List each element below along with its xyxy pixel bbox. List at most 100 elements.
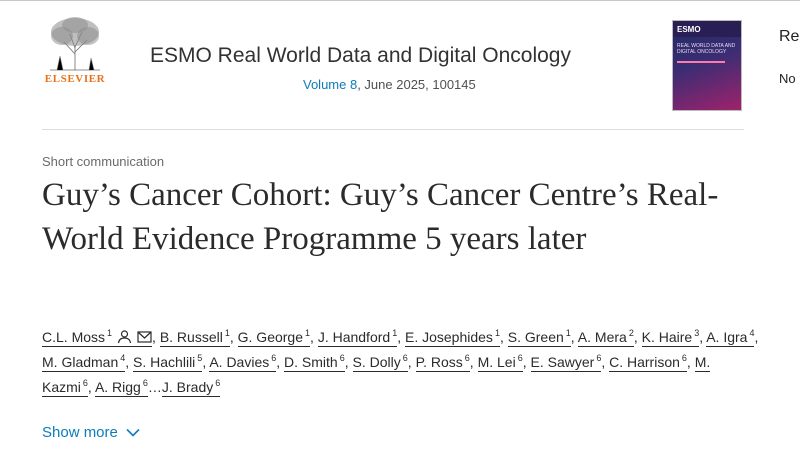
author-name: G. George xyxy=(237,329,304,345)
author-separator: , xyxy=(699,329,707,345)
email-icon xyxy=(137,331,152,343)
author-name: C.L. Moss xyxy=(42,329,106,345)
author-name: A. Rigg xyxy=(94,379,141,395)
author-item: C.L. Moss 1, xyxy=(42,329,160,347)
author-separator: , xyxy=(407,354,416,370)
elsevier-logo[interactable]: ELSEVIER xyxy=(42,16,108,90)
affiliation-number: 1 xyxy=(494,328,500,339)
cover-brand: ESMO xyxy=(677,25,701,34)
author-link[interactable]: A. Igra 4 xyxy=(706,328,755,347)
author-item: P. Ross 6, xyxy=(415,353,478,372)
author-link[interactable]: A. Davies 6 xyxy=(209,353,277,372)
affiliation-number: 4 xyxy=(749,328,755,339)
author-name: S. Dolly xyxy=(352,354,401,370)
author-link[interactable]: S. Green 1 xyxy=(507,329,571,347)
author-separator: , xyxy=(522,354,531,370)
cover-journal-name: REAL WORLD DATA AND DIGITAL ONCOLOGY xyxy=(677,43,736,55)
author-name: C. Harrison xyxy=(609,354,680,370)
author-separator: , xyxy=(276,354,285,370)
affiliation-number: 6 xyxy=(681,353,687,364)
author-link[interactable]: K. Haire 3 xyxy=(641,329,700,347)
author-separator: , xyxy=(469,354,478,370)
affiliation-number: 2 xyxy=(628,328,634,339)
article-title: Guy’s Cancer Cohort: Guy’s Cancer Centre… xyxy=(42,177,719,257)
author-link[interactable]: M. Kazmi 6 xyxy=(42,354,711,397)
affiliation-number: 6 xyxy=(517,353,523,364)
journal-title-link[interactable]: ESMO Real World Data and Digital Oncolog… xyxy=(150,44,571,67)
author-list: C.L. Moss 1, B. Russell 1, G. George 1, J. … xyxy=(42,325,762,400)
affiliation-number: 6 xyxy=(271,353,277,364)
top-border xyxy=(0,0,800,1)
person-icon xyxy=(117,330,132,344)
author-link[interactable]: J. Brady 6 xyxy=(161,378,221,397)
author-separator: , xyxy=(499,329,508,345)
author-separator: , xyxy=(633,329,642,345)
author-name: A. Davies xyxy=(209,354,270,370)
show-more-label: Show more xyxy=(42,424,118,441)
volume-link[interactable]: Volume 8 xyxy=(303,77,358,92)
publisher-name: ELSEVIER xyxy=(44,73,106,85)
cover-accent-bar xyxy=(677,61,725,63)
author-separator: , xyxy=(754,329,759,345)
affiliation-number: 1 xyxy=(224,328,230,339)
author-link[interactable]: E. Sawyer 6 xyxy=(530,353,602,372)
author-name: S. Hachlili xyxy=(133,354,196,370)
author-name: M. Kazmi xyxy=(42,354,711,395)
author-name: P. Ross xyxy=(415,354,463,370)
author-item: A. Davies 6, xyxy=(209,354,284,372)
author-separator: , xyxy=(344,354,353,370)
affiliation-number: 6 xyxy=(464,353,470,364)
author-separator: , xyxy=(125,354,134,370)
affiliation-number: 1 xyxy=(305,328,311,339)
author-item: C. Harrison 6, xyxy=(609,354,695,372)
author-name: J. Handford xyxy=(317,329,391,345)
issue-details: , June 2025, 100145 xyxy=(357,77,476,92)
author-link[interactable]: C. Harrison 6 xyxy=(609,354,687,372)
author-name: J. Brady xyxy=(161,379,214,395)
author-item: S. Hachlili 5, xyxy=(133,354,209,372)
tree-icon xyxy=(42,16,108,72)
author-link[interactable]: J. Handford 1 xyxy=(317,329,398,347)
affiliation-number: 6 xyxy=(142,378,148,389)
show-more-button[interactable]: Show more xyxy=(42,424,140,441)
affiliation-number: 4 xyxy=(120,353,126,364)
author-link[interactable]: D. Smith 6 xyxy=(284,354,345,372)
author-item: J. Handford 1, xyxy=(317,329,405,347)
author-link[interactable]: A. Rigg 6 xyxy=(94,378,148,397)
author-link[interactable]: S. Hachlili 5 xyxy=(133,354,203,372)
author-item: M. Gladman 4, xyxy=(42,354,133,372)
journal-cover-thumbnail[interactable]: ESMO REAL WORLD DATA AND DIGITAL ONCOLOG… xyxy=(672,20,742,111)
affiliation-number: 1 xyxy=(107,328,113,339)
author-link[interactable]: G. George 1 xyxy=(237,328,311,347)
author-item: M. Lei 6, xyxy=(477,353,531,372)
author-link[interactable]: C.L. Moss 1 xyxy=(42,328,153,347)
author-item: D. Smith 6, xyxy=(284,354,352,372)
author-link[interactable]: P. Ross 6 xyxy=(415,353,470,372)
author-separator: , xyxy=(87,379,95,395)
author-separator: , xyxy=(229,329,238,345)
author-item: S. Dolly 6, xyxy=(352,354,416,372)
author-item: …J. Brady 6 xyxy=(148,378,221,397)
author-item: E. Josephides 1, xyxy=(404,328,508,347)
author-item: S. Green 1, xyxy=(507,329,578,347)
author-link[interactable]: M. Lei 6 xyxy=(477,353,523,372)
article-type: Short communication xyxy=(42,154,165,169)
author-link[interactable]: E. Josephides 1 xyxy=(404,328,500,347)
right-panel-text: No xyxy=(779,71,796,86)
author-item: A. Igra 4, xyxy=(706,329,758,347)
author-name: M. Gladman xyxy=(42,354,119,370)
affiliation-number: 6 xyxy=(596,353,602,364)
author-link[interactable]: S. Dolly 6 xyxy=(352,354,408,372)
author-separator: , xyxy=(397,329,405,345)
affiliation-number: 6 xyxy=(339,353,345,364)
author-separator: , xyxy=(202,354,210,370)
author-item: E. Sawyer 6, xyxy=(530,353,610,372)
chevron-down-icon xyxy=(126,428,140,437)
author-name: B. Russell xyxy=(159,329,223,345)
author-link[interactable]: M. Gladman 4 xyxy=(42,353,126,372)
author-item: B. Russell 1, xyxy=(159,328,238,347)
author-link[interactable]: B. Russell 1 xyxy=(159,328,230,347)
author-link[interactable]: A. Mera 2 xyxy=(577,328,634,347)
affiliation-number: 6 xyxy=(215,378,221,389)
right-panel-heading[interactable]: Re xyxy=(779,28,800,45)
